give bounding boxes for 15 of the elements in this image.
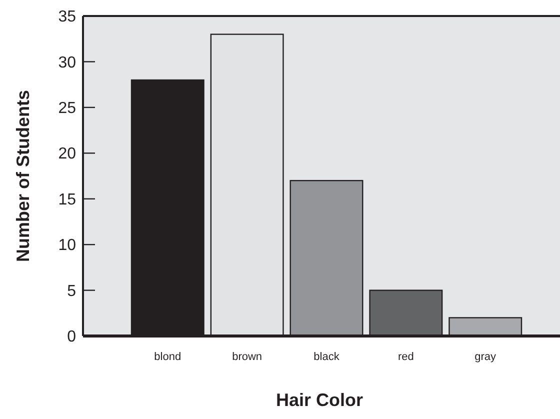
y-tick-label: 5	[67, 282, 76, 300]
x-tick-label: gray	[474, 351, 497, 363]
y-tick-label: 25	[58, 100, 76, 118]
x-tick-label: blond	[154, 351, 182, 363]
y-tick-label: 0	[67, 328, 76, 346]
y-tick-label: 20	[58, 146, 76, 163]
x-tick-label: red	[398, 351, 414, 363]
x-axis-title: Hair Color	[276, 390, 364, 410]
y-axis-title: Number of Students	[13, 90, 33, 262]
y-tick-label: 30	[58, 54, 76, 72]
x-tick-label: black	[314, 351, 340, 363]
y-tick-label: 35	[58, 8, 76, 26]
x-tick-label: brown	[232, 351, 262, 363]
y-tick-label: 10	[58, 237, 76, 254]
y-tick-label: 15	[58, 191, 76, 208]
